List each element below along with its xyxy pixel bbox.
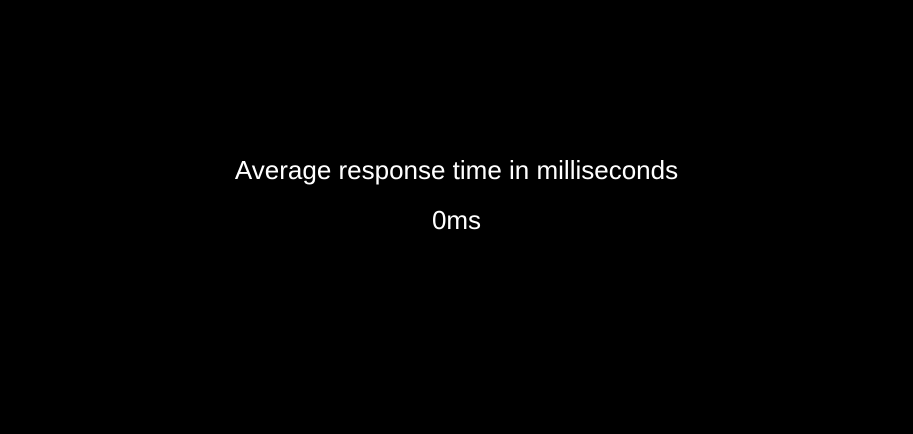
metric-label: Average response time in milliseconds	[234, 155, 679, 185]
metric-value: 0ms	[431, 205, 482, 235]
response-time-metric: Average response time in milliseconds 0m…	[0, 150, 913, 240]
